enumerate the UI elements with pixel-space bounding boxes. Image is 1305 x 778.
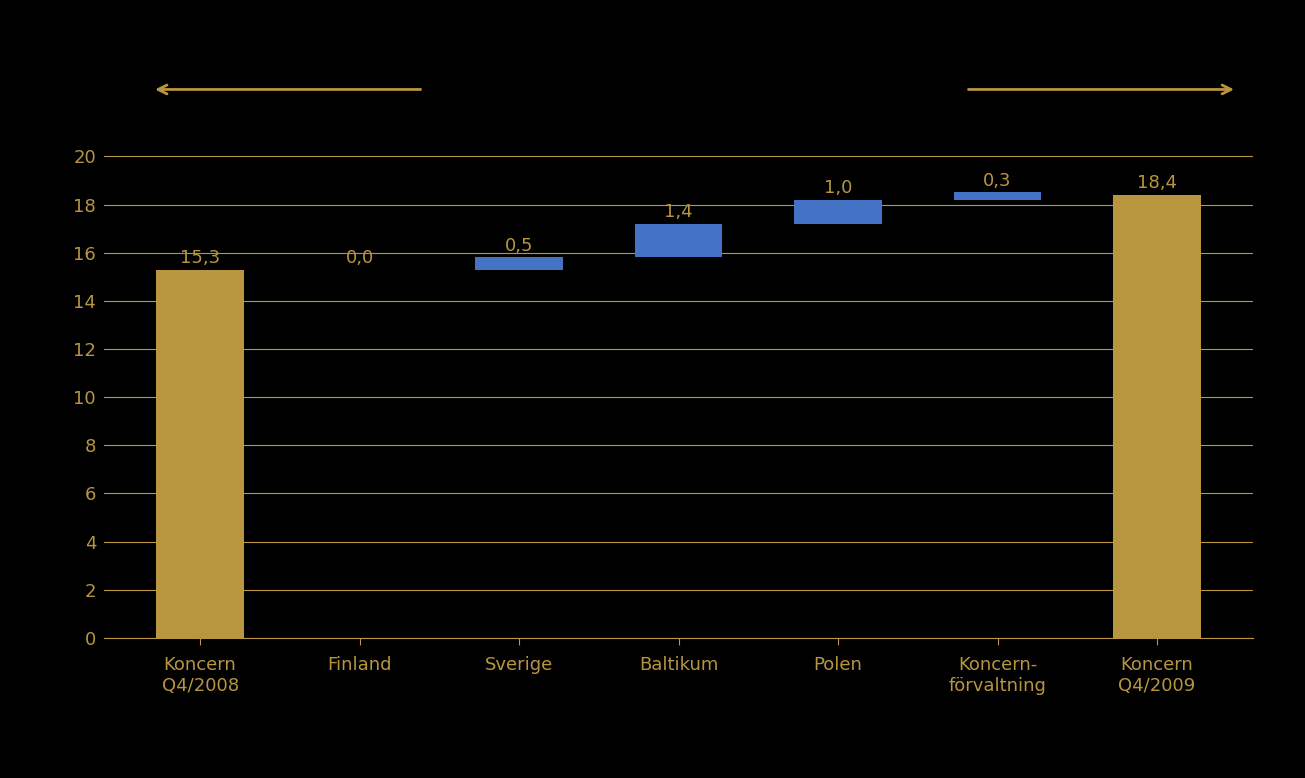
Bar bbox=[1113, 194, 1201, 638]
Bar bbox=[634, 224, 723, 258]
Text: 0,3: 0,3 bbox=[984, 172, 1011, 190]
Text: 1,4: 1,4 bbox=[664, 203, 693, 221]
Text: 0,5: 0,5 bbox=[505, 237, 534, 254]
Text: 18,4: 18,4 bbox=[1137, 174, 1177, 192]
Bar bbox=[157, 269, 244, 638]
Text: 1,0: 1,0 bbox=[823, 179, 852, 197]
Bar bbox=[475, 258, 562, 269]
Text: 15,3: 15,3 bbox=[180, 249, 221, 267]
Text: 0,0: 0,0 bbox=[346, 249, 373, 267]
Bar bbox=[954, 192, 1041, 200]
Bar bbox=[795, 200, 882, 224]
